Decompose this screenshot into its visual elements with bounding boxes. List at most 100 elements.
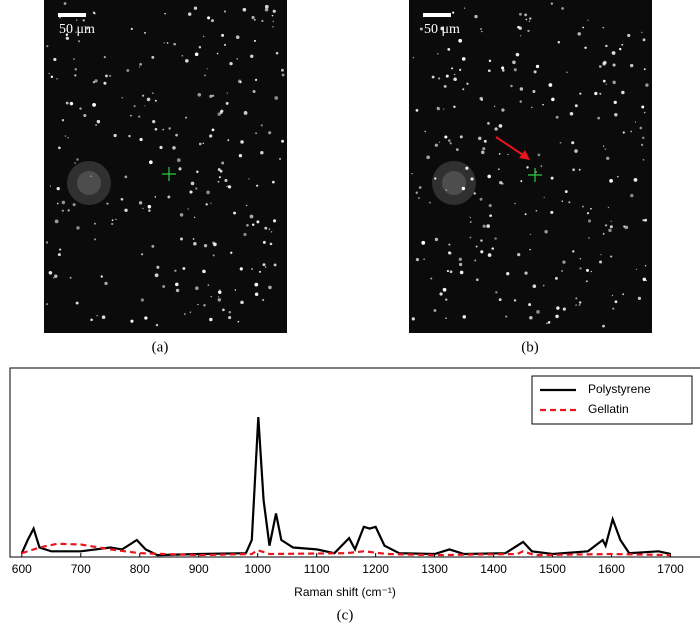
particle xyxy=(262,298,265,302)
particle xyxy=(480,150,485,155)
particle xyxy=(529,233,531,235)
particle xyxy=(590,207,592,210)
particle xyxy=(144,31,146,34)
particle xyxy=(437,52,439,55)
particle xyxy=(629,63,634,68)
particle xyxy=(411,317,415,321)
particle xyxy=(488,59,492,63)
particle xyxy=(187,208,189,210)
particle xyxy=(264,226,268,230)
particle xyxy=(462,315,467,319)
particle xyxy=(438,77,441,80)
particle xyxy=(462,88,465,91)
particle xyxy=(228,311,232,314)
particle xyxy=(217,180,220,183)
particle xyxy=(48,72,50,75)
particle xyxy=(261,19,264,23)
particle xyxy=(449,142,452,145)
x-tick-label: 900 xyxy=(189,562,209,576)
micrograph-b: 50 μm xyxy=(409,0,652,333)
particle xyxy=(579,92,582,95)
particle xyxy=(507,153,509,156)
legend-box xyxy=(531,375,693,425)
particle xyxy=(54,219,59,224)
particle xyxy=(227,185,232,189)
particle xyxy=(436,107,441,111)
particle xyxy=(599,260,603,264)
particle xyxy=(271,14,274,17)
particle xyxy=(249,214,254,219)
particle xyxy=(418,186,422,189)
particle xyxy=(447,48,451,51)
particle xyxy=(640,143,644,146)
particle xyxy=(274,96,279,100)
particle xyxy=(465,166,469,170)
particle xyxy=(94,79,98,83)
particle xyxy=(535,64,540,69)
particle xyxy=(623,225,626,228)
particle xyxy=(94,12,96,15)
x-tick-label: 1200 xyxy=(362,562,389,576)
particle xyxy=(469,216,471,219)
particle xyxy=(187,12,192,16)
particle xyxy=(605,44,608,48)
particle xyxy=(528,303,532,307)
particle xyxy=(279,157,281,160)
particle xyxy=(445,298,448,301)
particle xyxy=(478,136,482,141)
scale-bar xyxy=(58,13,86,17)
particle xyxy=(206,190,210,195)
particle xyxy=(250,54,254,58)
particle xyxy=(614,300,618,304)
caption: (c) xyxy=(337,607,354,623)
caption: (b) xyxy=(521,339,539,355)
particle xyxy=(526,166,529,169)
particle xyxy=(179,213,184,217)
particle xyxy=(207,16,211,20)
particle xyxy=(217,298,222,302)
scale-bar-label: 50 μm xyxy=(424,22,460,37)
particle xyxy=(498,152,501,155)
particle xyxy=(433,309,437,312)
particle xyxy=(181,54,184,57)
particle xyxy=(555,115,559,119)
particle xyxy=(459,68,462,71)
particle xyxy=(513,299,517,302)
particle xyxy=(621,43,624,46)
particle xyxy=(561,270,563,272)
particle xyxy=(226,92,229,94)
particle xyxy=(217,112,221,116)
particle xyxy=(69,101,74,106)
particle xyxy=(175,282,179,287)
particle xyxy=(613,100,617,105)
particle xyxy=(52,277,55,279)
particle xyxy=(445,74,449,78)
particle xyxy=(56,202,59,205)
particle xyxy=(455,148,459,152)
particle xyxy=(633,177,638,182)
particle xyxy=(194,52,199,57)
particle xyxy=(167,195,171,199)
particle xyxy=(498,168,500,170)
particle xyxy=(415,257,420,262)
particle xyxy=(461,57,466,61)
particle xyxy=(551,97,555,102)
particle xyxy=(586,212,590,215)
cell-blur xyxy=(442,171,466,195)
particle xyxy=(605,83,607,85)
particle xyxy=(612,80,616,85)
particle xyxy=(512,60,516,65)
particle xyxy=(59,16,61,19)
particle xyxy=(612,63,616,67)
particle xyxy=(203,303,206,307)
particle xyxy=(148,209,151,212)
particle xyxy=(268,285,272,290)
particle xyxy=(258,270,262,273)
particle xyxy=(193,242,197,246)
particle xyxy=(212,254,215,257)
particle xyxy=(251,268,253,270)
particle xyxy=(53,57,57,62)
particle xyxy=(151,244,155,248)
particle xyxy=(163,42,165,44)
particle xyxy=(494,127,498,131)
